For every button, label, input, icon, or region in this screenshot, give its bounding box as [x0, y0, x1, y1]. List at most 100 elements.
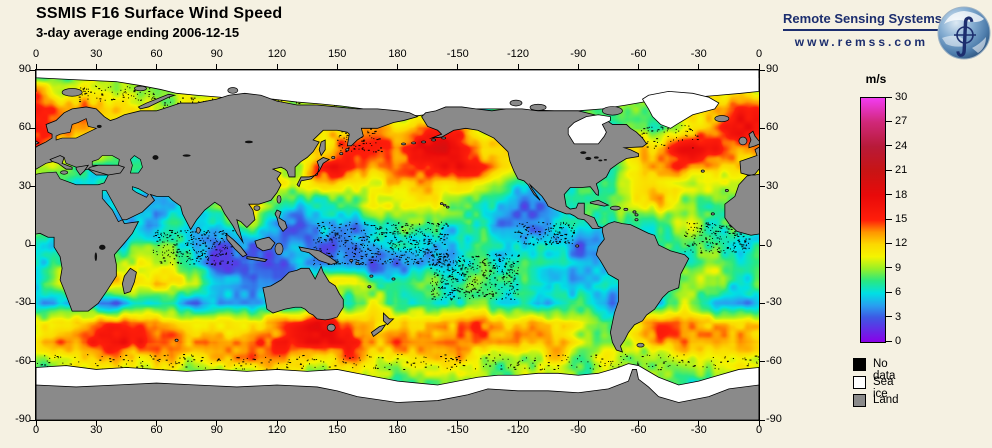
- colorbar-tick: [886, 316, 892, 318]
- wind-speed-map: [36, 70, 759, 420]
- colorbar-tick-label: 27: [895, 115, 908, 128]
- colorbar-tick: [886, 340, 892, 342]
- lon-tick: [336, 64, 338, 70]
- lon-tick: [216, 64, 218, 70]
- lat-label: -90: [15, 413, 31, 425]
- lon-label: 30: [90, 424, 103, 436]
- lon-tick: [457, 420, 459, 426]
- lon-tick: [758, 64, 760, 70]
- legend-swatch: [853, 376, 866, 389]
- colorbar-tick-label: 12: [895, 237, 908, 250]
- lat-tick: [30, 69, 36, 71]
- lon-tick: [397, 420, 398, 426]
- lon-tick: [336, 420, 338, 426]
- map-frame: [35, 69, 760, 421]
- lat-tick: [30, 419, 36, 421]
- lat-label: 30: [18, 179, 31, 192]
- lat-tick: [30, 361, 36, 363]
- colorbar-tick-label: 15: [895, 213, 908, 225]
- colorbar-unit: m/s: [865, 72, 887, 86]
- lon-label: 0: [32, 424, 40, 436]
- lon-label: -150: [446, 48, 469, 60]
- legend-label: No data: [873, 358, 896, 382]
- lon-tick: [517, 64, 519, 70]
- lat-label: 60: [766, 121, 779, 134]
- colorbar-tick: [886, 169, 892, 171]
- lon-tick: [397, 64, 398, 70]
- lon-label: -90: [570, 424, 587, 436]
- lat-tick: [759, 127, 765, 129]
- lon-tick: [95, 420, 97, 426]
- lat-tick: [759, 361, 765, 363]
- lon-label: 120: [267, 424, 287, 436]
- legend-label: Sea ice: [873, 376, 894, 400]
- lon-tick: [758, 420, 760, 426]
- legend-swatch: [853, 358, 866, 371]
- colorbar-tick-label: 0: [895, 335, 902, 347]
- colorbar-tick-label: 24: [895, 139, 908, 152]
- lat-label: 60: [18, 121, 31, 134]
- colorbar-tick: [886, 291, 892, 293]
- colorbar-tick-label: 3: [895, 310, 902, 323]
- lon-tick: [698, 420, 700, 426]
- lon-tick: [457, 64, 459, 70]
- lon-tick: [35, 64, 37, 70]
- colorbar-tick: [886, 194, 892, 196]
- lon-tick: [577, 420, 579, 426]
- lon-label: 30: [90, 48, 103, 60]
- lat-label: -90: [766, 413, 782, 425]
- lon-label: 0: [755, 424, 763, 436]
- lat-label: -30: [766, 296, 782, 309]
- lon-label: 90: [210, 424, 223, 436]
- lon-tick: [156, 420, 157, 426]
- page-title: SSMIS F16 Surface Wind Speed: [36, 5, 283, 22]
- lon-label: -120: [506, 424, 530, 436]
- lon-tick: [216, 420, 218, 426]
- lon-tick: [276, 420, 278, 426]
- lat-tick: [759, 244, 765, 246]
- lon-tick: [95, 64, 97, 70]
- lon-label: 180: [388, 424, 407, 436]
- colorbar-tick: [886, 267, 892, 269]
- colorbar-tick-label: 30: [895, 91, 908, 103]
- lon-tick: [638, 420, 639, 426]
- lon-label: -30: [690, 424, 707, 436]
- lon-tick: [698, 64, 700, 70]
- lon-tick: [35, 420, 37, 426]
- lon-label: 0: [32, 48, 40, 60]
- lat-tick: [759, 69, 765, 71]
- lon-label: -30: [690, 48, 707, 60]
- page-subtitle: 3-day average ending 2006-12-15: [36, 25, 240, 40]
- lat-label: 90: [18, 63, 31, 75]
- lat-tick: [759, 186, 765, 188]
- earth-globe-icon: ∫: [937, 6, 991, 60]
- svg-text:∫: ∫: [954, 9, 976, 58]
- lon-label: -150: [446, 424, 469, 436]
- lat-tick: [30, 302, 36, 304]
- lat-tick: [30, 244, 36, 246]
- lat-label: 0: [766, 238, 773, 250]
- lon-label: -60: [630, 48, 647, 60]
- colorbar-tick-label: 6: [895, 286, 902, 299]
- lon-label: 150: [328, 424, 347, 436]
- lon-label: -120: [506, 48, 530, 60]
- colorbar-tick-label: 21: [895, 164, 908, 177]
- lon-label: 120: [267, 48, 287, 60]
- lon-label: -90: [570, 48, 587, 60]
- lat-label: 90: [766, 63, 779, 75]
- remss-logo: Remote Sensing Systems www.remss.com ∫: [783, 3, 991, 60]
- lon-tick: [276, 64, 278, 70]
- colorbar-tick: [886, 218, 892, 220]
- legend-swatch: [853, 394, 866, 407]
- logo-url[interactable]: www.remss.com: [794, 35, 928, 49]
- colorbar: [860, 97, 886, 343]
- lat-label: -60: [766, 354, 782, 367]
- lat-label: -60: [15, 354, 31, 367]
- lat-label: 30: [766, 179, 779, 192]
- lon-label: 60: [150, 48, 163, 60]
- lon-tick: [156, 64, 157, 70]
- colorbar-tick-label: 9: [895, 261, 902, 274]
- lon-tick: [577, 64, 579, 70]
- lon-label: 0: [755, 48, 763, 60]
- colorbar-tick-label: 18: [895, 188, 908, 201]
